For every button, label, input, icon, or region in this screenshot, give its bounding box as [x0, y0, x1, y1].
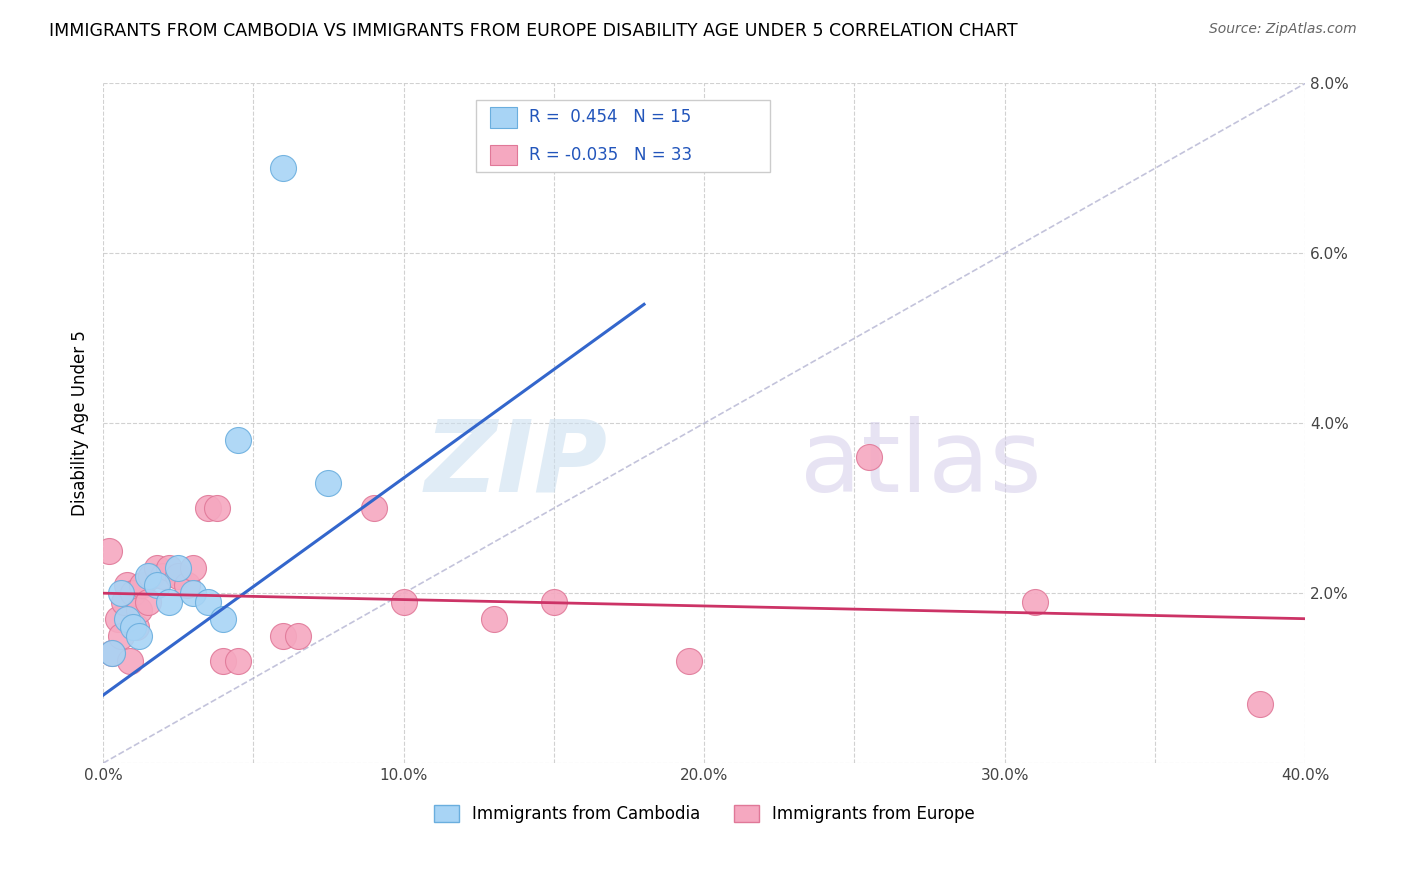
Point: [543, 595, 565, 609]
Legend: Immigrants from Cambodia, Immigrants from Europe: Immigrants from Cambodia, Immigrants fro…: [433, 805, 974, 822]
Point: [101, 646, 124, 660]
Point: [1249, 697, 1271, 711]
Point: [136, 569, 159, 583]
Point: [363, 501, 385, 516]
Text: ZIP: ZIP: [425, 416, 607, 513]
Point: [101, 646, 124, 660]
Point: [181, 560, 204, 574]
Text: R =  0.454   N = 15: R = 0.454 N = 15: [529, 109, 690, 127]
Point: [167, 560, 190, 574]
Point: [152, 569, 174, 583]
Point: [128, 603, 150, 617]
FancyBboxPatch shape: [491, 145, 516, 165]
Point: [212, 654, 235, 668]
Point: [122, 586, 145, 600]
Point: [120, 654, 142, 668]
Point: [228, 654, 250, 668]
Point: [110, 629, 132, 643]
Y-axis label: Disability Age Under 5: Disability Age Under 5: [72, 330, 89, 516]
Point: [110, 586, 132, 600]
Point: [273, 161, 295, 176]
Point: [228, 434, 250, 448]
Point: [287, 629, 309, 643]
Point: [1024, 595, 1046, 609]
Point: [197, 501, 219, 516]
FancyBboxPatch shape: [475, 101, 770, 172]
Point: [136, 595, 159, 609]
Point: [107, 612, 129, 626]
Point: [125, 620, 148, 634]
Point: [115, 612, 138, 626]
Text: Source: ZipAtlas.com: Source: ZipAtlas.com: [1209, 22, 1357, 37]
Point: [157, 560, 180, 574]
Point: [146, 578, 169, 592]
Point: [115, 578, 138, 592]
Text: atlas: atlas: [800, 416, 1042, 513]
Point: [181, 586, 204, 600]
Point: [98, 543, 121, 558]
Point: [141, 569, 163, 583]
Point: [122, 620, 145, 634]
FancyBboxPatch shape: [491, 107, 516, 128]
Point: [482, 612, 505, 626]
Point: [678, 654, 700, 668]
Point: [131, 578, 153, 592]
Text: R = -0.035   N = 33: R = -0.035 N = 33: [529, 145, 692, 164]
Point: [167, 569, 190, 583]
Text: IMMIGRANTS FROM CAMBODIA VS IMMIGRANTS FROM EUROPE DISABILITY AGE UNDER 5 CORREL: IMMIGRANTS FROM CAMBODIA VS IMMIGRANTS F…: [49, 22, 1018, 40]
Point: [157, 595, 180, 609]
Point: [318, 475, 340, 490]
Point: [176, 578, 198, 592]
Point: [212, 612, 235, 626]
Point: [146, 560, 169, 574]
Point: [392, 595, 415, 609]
Point: [128, 629, 150, 643]
Point: [273, 629, 295, 643]
Point: [112, 595, 135, 609]
Point: [207, 501, 229, 516]
Point: [197, 595, 219, 609]
Point: [858, 450, 880, 465]
